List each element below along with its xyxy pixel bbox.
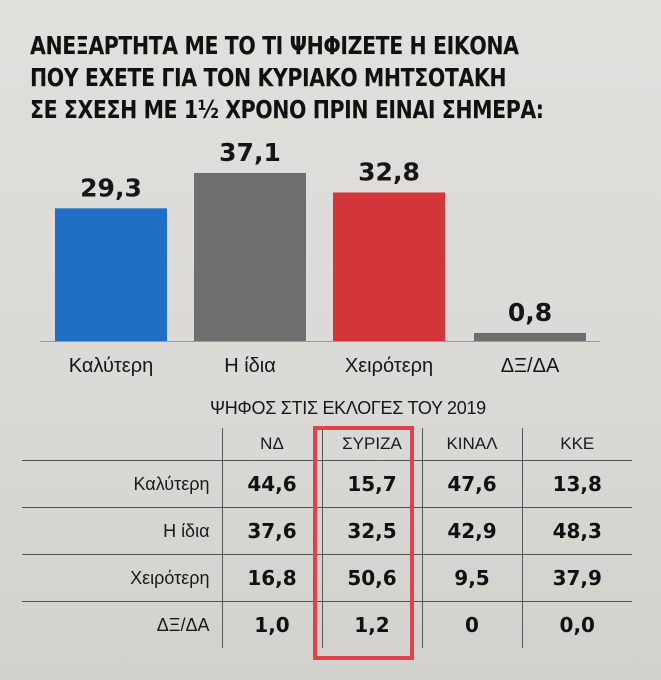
table-cell: 13,8 bbox=[521, 460, 632, 508]
table-header-row: ΝΔ ΣΥΡΙΖΑ ΚΙΝΑΛ ΚΚΕ bbox=[22, 428, 632, 461]
table-cell: 0 bbox=[421, 601, 522, 648]
row-label: Χειρότερη bbox=[22, 554, 222, 602]
table-cell: 15,7 bbox=[321, 460, 422, 508]
table-cell: 32,5 bbox=[321, 507, 422, 555]
vote-crosstab-table: ΝΔ ΣΥΡΙΖΑ ΚΙΝΑΛ ΚΚΕ Καλύτερη 44,6 15,7 4… bbox=[22, 428, 632, 648]
chart-title: ΑΝΕΞΑΡΤΗΤΑ ΜΕ ΤΟ ΤΙ ΨΗΦΙΖΕΤΕ Η ΕΙΚΟΝΑ ΠΟ… bbox=[30, 30, 544, 126]
bar-value-label: 0,8 bbox=[508, 298, 552, 327]
table-cell: 0,0 bbox=[521, 601, 632, 648]
bar-category-label: Καλύτερη bbox=[69, 355, 153, 377]
table-cell: 37,9 bbox=[521, 554, 632, 602]
chart-title-line-1: ΑΝΕΞΑΡΤΗΤΑ ΜΕ ΤΟ ΤΙ ΨΗΦΙΖΕΤΕ Η ΕΙΚΟΝΑ bbox=[30, 31, 519, 60]
table-cell: 48,3 bbox=[521, 507, 632, 555]
table-cell: 9,5 bbox=[421, 554, 522, 602]
chart-title-line-2: ΠΟΥ ΕΧΕΤΕ ΓΙΑ ΤΟΝ ΚΥΡΙΑΚΟ ΜΗΤΣΟΤΑΚΗ bbox=[30, 63, 507, 92]
table-cell: 47,6 bbox=[421, 460, 522, 508]
row-label: Καλύτερη bbox=[22, 460, 222, 508]
table-cell: 44,6 bbox=[221, 460, 322, 508]
bar-category-label: Χειρότερη bbox=[345, 355, 433, 377]
table-corner bbox=[22, 428, 222, 461]
bar-value-label: 37,1 bbox=[219, 138, 281, 167]
column-header: ΣΥΡΙΖΑ bbox=[321, 428, 422, 461]
table-row: Καλύτερη 44,6 15,7 47,6 13,8 bbox=[22, 460, 632, 508]
column-header: ΝΔ bbox=[221, 428, 322, 461]
bar-3 bbox=[333, 192, 445, 341]
row-label: Η ίδια bbox=[22, 507, 222, 555]
row-label: ΔΞ/ΔΑ bbox=[156, 614, 210, 635]
table-cell: 37,6 bbox=[221, 507, 322, 555]
column-header: ΚΙΝΑΛ bbox=[421, 428, 522, 461]
table-row: Χειρότερη 16,8 50,6 9,5 37,9 bbox=[22, 554, 632, 602]
bar-chart: 29,3 Καλύτερη 37,1 Η ίδια 32,8 Χειρότερη 0,8 ΔΞ… bbox=[40, 138, 600, 377]
bar-1 bbox=[55, 208, 167, 341]
table-row: ΔΞ/ΔΑ 1,0 1,2 0 0,0 bbox=[22, 601, 632, 648]
bar-value-label: 29,3 bbox=[80, 173, 142, 202]
chart-title-line-3: ΣΕ ΣΧΕΣΗ ΜΕ 1½ ΧΡΟΝΟ ΠΡΙΝ ΕΙΝΑΙ ΣΗΜΕΡΑ: bbox=[30, 95, 544, 124]
table-cell: 1,2 bbox=[321, 601, 422, 648]
table-cell: 42,9 bbox=[421, 507, 522, 555]
table-row: Η ίδια 37,6 32,5 42,9 48,3 bbox=[22, 507, 632, 555]
column-header: ΚΚΕ bbox=[521, 428, 632, 461]
table-cell: 1,0 bbox=[221, 601, 322, 648]
table-title: ΨΗΦΟΣ ΣΤΙΣ ΕΚΛΟΓΕΣ ΤΟΥ 2019 bbox=[210, 398, 486, 418]
bar-4 bbox=[474, 333, 586, 341]
bar-category-label: Η ίδια bbox=[224, 355, 276, 377]
bar-category-label: ΔΞ/ΔΑ bbox=[501, 355, 560, 377]
bar-value-label: 32,8 bbox=[358, 157, 420, 186]
table-cell: 50,6 bbox=[321, 554, 422, 602]
table-cell: 16,8 bbox=[221, 554, 322, 602]
bar-2 bbox=[194, 173, 306, 341]
